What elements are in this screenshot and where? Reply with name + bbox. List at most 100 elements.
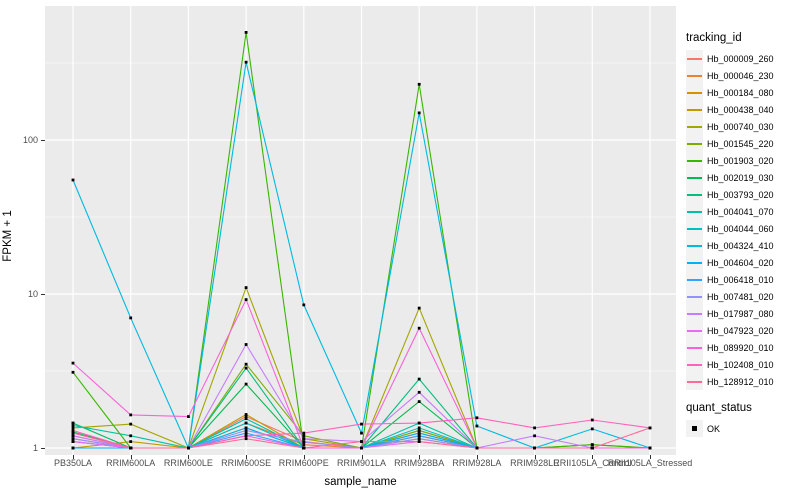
legend-item-label: Hb_000184_080 [707,87,774,98]
y-axis-title: FPKM + 1 [2,210,14,262]
legend-key-swatch [686,373,703,390]
x-tick-mark [419,455,421,459]
legend-line-icon [687,261,702,264]
x-tick-label: RRIM600LE [163,458,213,468]
data-point [187,446,190,450]
data-point [360,431,363,435]
legend-item: Hb_001903_020 [686,152,798,169]
data-point [244,286,248,289]
legend-item: Hb_000740_030 [686,118,798,135]
data-point [129,422,133,426]
data-point [648,426,652,430]
legend-line-icon [687,329,702,332]
legend-items-quant-status: OK [686,420,798,437]
legend-line-icon [687,244,702,247]
legend-line-icon [687,193,702,196]
legend-items-tracking-id: Hb_000009_260 Hb_000046_230 Hb_000184_080 H… [686,50,798,390]
legend-key-swatch [686,237,703,254]
legend-line-icon [687,176,702,179]
legend-item: Hb_006418_010 [686,271,798,288]
legend-line-icon [687,363,702,366]
data-point [129,316,133,320]
legend-item: Hb_017987_080 [686,305,798,322]
legend-item: Hb_000184_080 [686,84,798,101]
legend-item-label: Hb_000438_040 [707,104,774,115]
x-tick-label: RRIM600LA [106,458,156,468]
x-tick-label: PB350LA [53,458,93,468]
data-point [71,434,75,438]
legend-item-label: Hb_128912_010 [707,376,774,387]
data-point [417,421,421,425]
legend-item-label: Hb_089920_010 [707,342,774,353]
legend-key-swatch [686,305,703,322]
plot-canvas [45,6,676,455]
data-point [590,446,594,450]
legend-key-swatch [686,101,703,118]
legend-item: Hb_089920_010 [686,339,798,356]
legend-item-label: Hb_000009_260 [707,53,774,64]
data-point [475,416,479,420]
data-point [302,440,306,444]
legend-line-icon [687,57,702,60]
x-tick-mark [361,455,363,459]
legend-item-label: Hb_001903_020 [707,155,774,166]
legend-item-quant: OK [686,420,798,437]
x-tick-label: RRIM928LE [510,458,560,468]
legend-key-swatch [686,169,703,186]
data-point [417,390,421,394]
legend-item: Hb_002019_030 [686,169,798,186]
legend-line-icon [687,159,702,162]
x-tick-mark [246,455,248,459]
legend-line-icon [687,210,702,213]
data-point [244,426,248,430]
x-tick-label: RRIM600PE [278,458,329,468]
data-point [590,443,594,447]
y-tick-mark [41,140,45,141]
legend-line-icon [687,227,702,230]
data-point [302,443,306,447]
data-point [244,415,248,418]
data-point [417,111,421,115]
y-tick-label: 10 [27,289,38,299]
legend-item: Hb_004044_060 [686,220,798,237]
data-point [129,440,133,443]
legend-item-label: Hb_007481_020 [707,291,774,302]
legend-line-icon [687,125,702,128]
x-tick-label: RRIM901LA [336,458,387,468]
legend-key-swatch [686,271,703,288]
data-point [244,366,248,370]
legend-item-label: Hb_017987_080 [707,308,774,319]
legend-item-label: Hb_004044_060 [707,223,774,234]
legend-key-swatch [686,203,703,220]
x-tick-label: RRII105LA_Control [553,458,632,468]
legend-key-swatch [686,220,703,237]
data-point [417,306,421,310]
data-point [533,426,536,430]
x-tick-mark [188,455,190,459]
data-point [417,426,421,430]
data-point [533,446,536,450]
legend-line-icon [687,108,702,111]
legend-item-label: Hb_004041_070 [707,206,774,217]
legend-title-quant-status: quant_status [686,402,752,414]
data-point [590,427,594,431]
legend-line-icon [687,380,702,383]
data-point [244,434,248,438]
data-point [244,413,248,416]
data-point [302,437,306,441]
data-point [244,362,248,366]
legend-item-label: Hb_004604_020 [707,257,774,268]
data-point [417,431,421,435]
data-point [244,421,248,425]
legend-key-swatch [686,186,703,203]
data-point [71,178,75,182]
data-point [417,377,421,381]
data-point [360,422,363,426]
data-point [71,361,75,365]
data-point [129,413,133,417]
legend-item: Hb_000046_230 [686,67,798,84]
legend-item-label: Hb_002019_030 [707,172,774,183]
data-point [244,382,248,386]
legend-item: Hb_047923_020 [686,322,798,339]
legend-line-icon [687,295,702,298]
